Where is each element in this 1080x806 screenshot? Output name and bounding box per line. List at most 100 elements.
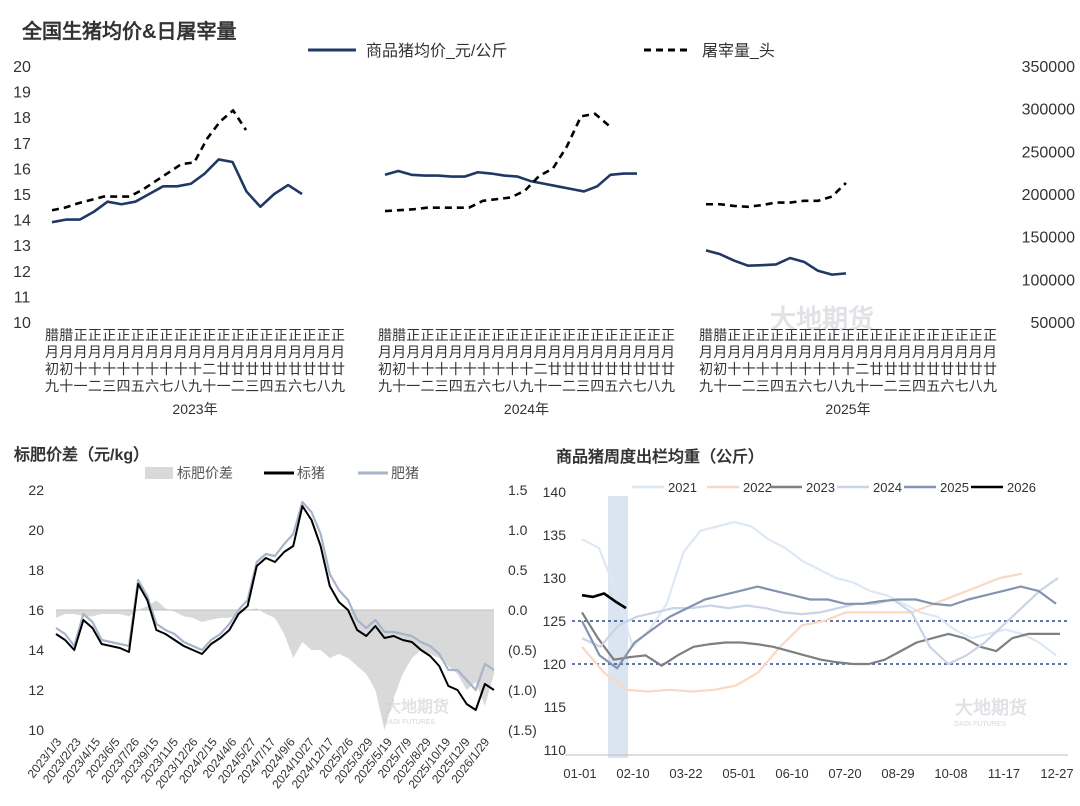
chart1-xtick-char: 八 (174, 378, 188, 394)
chart3-reference-lines (572, 620, 1068, 665)
chart1-xtick-char: 十 (117, 361, 131, 377)
chart1-xtick-char: 七 (159, 378, 173, 394)
chart1-ytick-label: 18 (13, 110, 31, 127)
chart1-xtick-char: 月 (406, 344, 420, 360)
chart1-ytick-label: 15 (13, 187, 31, 204)
chart1-xtick-char: 四 (590, 378, 604, 394)
chart1-xtick-char: 正 (131, 327, 145, 343)
chart1-xtick-char: 廿 (633, 361, 647, 377)
chart1-xtick-char: 正 (406, 327, 420, 343)
chart1-xtick-char: 九 (699, 378, 713, 394)
chart1-xtick-char: 正 (955, 327, 969, 343)
chart1-xtick-char: 月 (699, 344, 713, 360)
legend-spread-swatch (145, 467, 173, 479)
chart1-xtick-char: 月 (756, 344, 770, 360)
chart1-xtick-char: 十 (491, 361, 505, 377)
chart1-xtick-char: 月 (202, 344, 216, 360)
chart1-xtick-char: 正 (174, 327, 188, 343)
chart1-xtick-char: 廿 (302, 361, 316, 377)
chart1-xtick-char: 廿 (231, 361, 245, 377)
chart1-xtick-char: 月 (562, 344, 576, 360)
chart1-xtick-char: 廿 (940, 361, 954, 377)
chart1-xtick-char: 八 (969, 378, 983, 394)
chart1-xtick-char: 正 (798, 327, 812, 343)
chart1-xtick-char: 六 (288, 378, 302, 394)
chart1-xtick-char: 月 (317, 344, 331, 360)
chart1-xtick-char: 四 (449, 378, 463, 394)
chart1-xtick-char: 十 (798, 361, 812, 377)
chart1-xtick-char: 腊 (45, 327, 59, 343)
chart1-xtick-char: 月 (102, 344, 116, 360)
chart3-watermark-en: DADI FUTURES (954, 721, 1006, 728)
chart1-xtick-char: 初 (59, 361, 73, 377)
chart1-xtick-char: 正 (435, 327, 449, 343)
chart1-xtick-char: 正 (770, 327, 784, 343)
chart1-xtick-char: 正 (145, 327, 159, 343)
chart1-title: 全国生猪均价&日屠宰量 (21, 19, 236, 43)
chart-price-slaughter: 全国生猪均价&日屠宰量 商品猪均价_元/公斤 屠宰量_头 20 19 18 17 16 1… (13, 19, 1075, 417)
chart3-xtick-label: 11-17 (988, 766, 1020, 781)
chart1-xtick-char: 正 (420, 327, 434, 343)
chart1-xtick-char: 廿 (926, 361, 940, 377)
chart1-xtick-char: 十 (855, 378, 869, 394)
chart2-title: 标肥价差（元/kg） (13, 445, 149, 464)
chart1-xtick-char: 二 (88, 378, 102, 394)
chart1-xtick-char: 九 (378, 378, 392, 394)
chart1-xtick-char: 五 (131, 378, 145, 394)
chart1-group-label: 2023年 (172, 401, 217, 417)
chart3-x-labels: 01-01 02-10 03-22 05-01 06-10 07-20 08-29 10-08… (563, 766, 1073, 781)
chart1-xtick-char: 九 (520, 378, 534, 394)
chart1-xtick-char: 正 (548, 327, 562, 343)
chart1-xtick-char: 正 (449, 327, 463, 343)
chart1-xtick-char: 八 (317, 378, 331, 394)
chart1-xtick-char: 月 (520, 344, 534, 360)
legend-label-2021: 2021 (668, 480, 697, 495)
legend-label-2023: 2023 (806, 480, 835, 495)
chart1-xtick-char: 月 (59, 344, 73, 360)
chart3-xtick-label: 02-10 (616, 766, 649, 781)
chart1-xtick-char: 十 (841, 361, 855, 377)
chart1-y2tick-label: 50000 (1031, 315, 1076, 332)
chart1-xtick-char: 七 (491, 378, 505, 394)
chart1-xtick-char: 月 (188, 344, 202, 360)
chart1-ytick-label: 13 (13, 238, 31, 255)
chart2-ytick-label: 18 (28, 562, 44, 578)
chart1-xtick-char: 正 (756, 327, 770, 343)
chart1-xtick-char: 月 (955, 344, 969, 360)
chart1-xtick-char: 月 (713, 344, 727, 360)
chart1-xtick-char: 正 (88, 327, 102, 343)
chart1-xtick-char: 三 (435, 378, 449, 394)
chart1-xtick-char: 正 (274, 327, 288, 343)
chart1-xtick-char: 月 (260, 344, 274, 360)
chart1-xtick-char: 十 (813, 361, 827, 377)
chart1-xtick-char: 廿 (590, 361, 604, 377)
chart1-xtick-char: 月 (288, 344, 302, 360)
chart1-xtick-char: 五 (926, 378, 940, 394)
chart1-xtick-char: 月 (841, 344, 855, 360)
chart1-xtick-char: 十 (188, 361, 202, 377)
chart1-xtick-char: 正 (505, 327, 519, 343)
chart1-xtick-char: 廿 (969, 361, 983, 377)
chart1-xtick-char: 月 (590, 344, 604, 360)
chart1-xtick-char: 正 (159, 327, 173, 343)
chart1-xtick-char: 九 (188, 378, 202, 394)
chart1-xtick-char: 腊 (713, 327, 727, 343)
chart1-ytick-label: 19 (13, 85, 31, 102)
chart1-xtick-char: 月 (331, 344, 345, 360)
chart1-xtick-char: 十 (406, 361, 420, 377)
chart1-xtick-char: 廿 (331, 361, 345, 377)
chart1-xtick-char: 一 (74, 378, 88, 394)
chart1-xtick-char: 月 (827, 344, 841, 360)
chart1-series (51, 109, 847, 276)
chart1-xtick-char: 正 (827, 327, 841, 343)
legend-price-label: 商品猪均价_元/公斤 (366, 42, 507, 60)
chart1-xtick-char: 初 (378, 361, 392, 377)
chart1-xtick-char: 二 (855, 361, 869, 377)
chart1-xtick-char: 初 (699, 361, 713, 377)
chart3-ytick-label: 115 (544, 699, 567, 715)
chart1-xtick-char: 五 (463, 378, 477, 394)
chart1-xtick-char: 二 (562, 378, 576, 394)
chart1-xtick-char: 月 (491, 344, 505, 360)
chart1-xtick-char: 十 (392, 378, 406, 394)
chart1-xtick-char: 月 (231, 344, 245, 360)
